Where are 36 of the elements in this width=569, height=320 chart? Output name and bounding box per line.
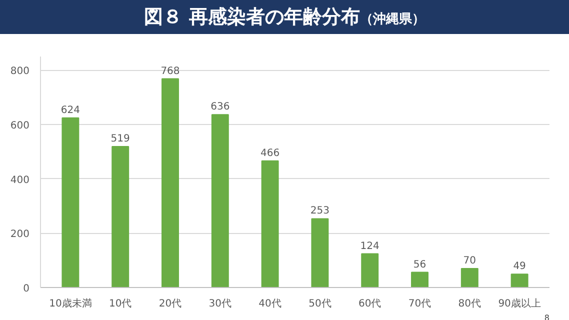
- data-label: 70: [463, 255, 476, 266]
- bar: [62, 117, 80, 288]
- bar: [162, 78, 179, 288]
- x-tick-label: 10歳未満: [49, 298, 92, 310]
- x-tick-label: 10代: [108, 298, 132, 310]
- bar: [411, 272, 428, 288]
- bar: [510, 274, 528, 288]
- bar: [211, 114, 229, 288]
- data-label: 636: [210, 102, 230, 113]
- x-tick-label: 60代: [358, 298, 382, 310]
- bar: [311, 218, 329, 288]
- data-label: 519: [110, 133, 130, 144]
- x-tick-label: 40代: [258, 298, 282, 310]
- y-tick-label: 0: [23, 284, 30, 294]
- y-tick-label: 600: [10, 120, 30, 132]
- bar: [361, 253, 379, 288]
- data-label: 124: [360, 240, 380, 252]
- data-label: 624: [60, 104, 80, 116]
- bar: [112, 146, 130, 288]
- y-tick-label: 800: [10, 66, 30, 78]
- y-tick-label: 200: [10, 229, 30, 240]
- x-tick-label: 20代: [158, 298, 182, 310]
- x-tick-label: 90歳以上: [498, 298, 541, 310]
- data-label: 466: [260, 148, 280, 159]
- bar: [261, 160, 279, 288]
- data-label: 253: [310, 206, 330, 217]
- data-label: 49: [513, 261, 526, 272]
- bar: [460, 268, 478, 288]
- x-tick-label: 50代: [308, 298, 332, 310]
- chart-subtitle: （沖縄県）: [360, 12, 425, 27]
- x-tick-label: 80代: [458, 298, 482, 310]
- x-tick-label: 70代: [408, 298, 432, 310]
- data-label: 768: [160, 66, 180, 77]
- y-tick-label: 400: [10, 174, 30, 186]
- x-tick-label: 30代: [208, 298, 232, 310]
- data-label: 56: [413, 259, 426, 270]
